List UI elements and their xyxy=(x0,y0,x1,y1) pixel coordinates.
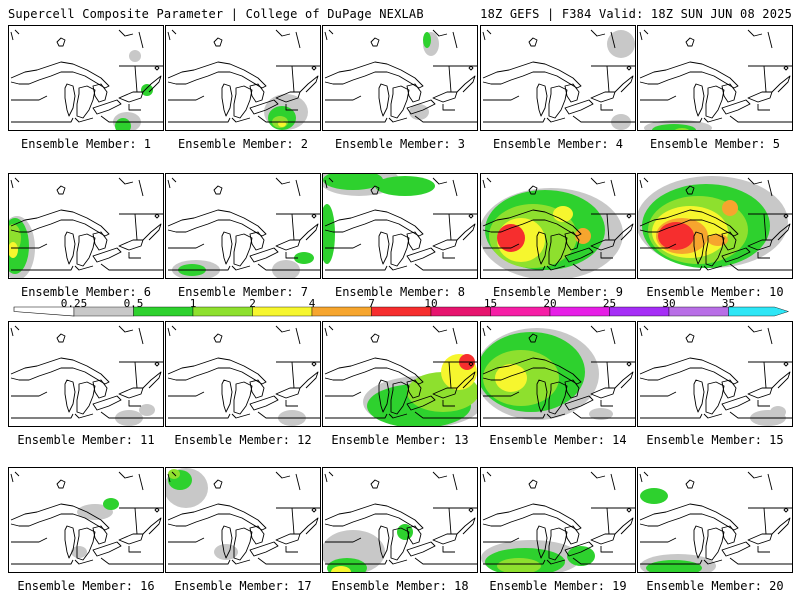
valid-time-label: 18Z GEFS | F384 Valid: 18Z SUN JUN 08 20… xyxy=(480,7,792,21)
member-map-2 xyxy=(165,25,321,131)
scp-field-blob xyxy=(103,498,119,510)
member-map-19 xyxy=(480,467,636,573)
member-label-7: Ensemble Member: 7 xyxy=(177,285,309,299)
member-map-3 xyxy=(322,25,478,131)
member-label-19: Ensemble Member: 19 xyxy=(489,579,627,593)
scp-field-blob xyxy=(323,204,335,264)
scp-field-blob xyxy=(495,364,527,392)
legend-swatch-1 xyxy=(192,306,253,317)
scp-field-blob xyxy=(375,176,435,196)
member-map-11 xyxy=(8,321,164,427)
legend-swatch-7 xyxy=(371,306,432,317)
legend-tick-label: 20 xyxy=(543,297,557,310)
member-label-17: Ensemble Member: 17 xyxy=(174,579,312,593)
scp-field-blob xyxy=(409,104,429,120)
member-label-10: Ensemble Member: 10 xyxy=(646,285,784,299)
member-map-5 xyxy=(637,25,793,131)
legend-tick-label: 15 xyxy=(483,297,498,310)
member-label-1: Ensemble Member: 1 xyxy=(20,137,152,151)
scp-field-blob xyxy=(675,128,689,130)
scp-field-blob xyxy=(214,544,238,560)
legend-tick-label: 30 xyxy=(662,297,676,310)
legend-tick-label: 25 xyxy=(602,297,617,310)
scp-field-blob xyxy=(115,118,131,130)
member-map-14 xyxy=(480,321,636,427)
scp-field-blob xyxy=(71,546,87,558)
member-map-12 xyxy=(165,321,321,427)
member-map-9 xyxy=(480,173,636,279)
member-map-1 xyxy=(8,25,164,131)
legend-swatch-10 xyxy=(430,306,491,317)
legend-tick-label: 1 xyxy=(189,297,197,310)
legend-swatch-2 xyxy=(252,306,313,317)
scp-field-blob xyxy=(646,560,702,572)
scp-field-blob xyxy=(722,200,738,216)
legend-swatch-4 xyxy=(311,306,372,317)
scp-field-blob xyxy=(607,30,635,58)
member-label-5: Ensemble Member: 5 xyxy=(649,137,781,151)
scp-field-blob xyxy=(770,406,786,418)
legend-tick-label: 7 xyxy=(368,297,375,310)
scp-field-blob xyxy=(658,222,694,250)
scp-field-blob xyxy=(139,404,155,416)
legend-tick-label: 0.5 xyxy=(123,297,144,310)
legend-swatch-15 xyxy=(490,306,551,317)
member-map-7 xyxy=(165,173,321,279)
scp-field-blob xyxy=(640,488,668,504)
scp-field-blob xyxy=(497,558,541,572)
legend-tick-label: 35 xyxy=(721,297,736,310)
member-map-15 xyxy=(637,321,793,427)
member-map-17 xyxy=(165,467,321,573)
legend-swatch-20 xyxy=(549,306,610,317)
member-label-8: Ensemble Member: 8 xyxy=(334,285,466,299)
color-scale-legend xyxy=(13,306,790,317)
member-map-6 xyxy=(8,173,164,279)
scp-field-blob xyxy=(708,234,728,246)
scp-field-blob xyxy=(589,408,613,420)
member-map-18 xyxy=(322,467,478,573)
legend-tick-label: 4 xyxy=(308,297,316,310)
member-label-2: Ensemble Member: 2 xyxy=(177,137,309,151)
member-label-6: Ensemble Member: 6 xyxy=(20,285,152,299)
scp-field-blob xyxy=(272,260,300,278)
member-label-20: Ensemble Member: 20 xyxy=(646,579,784,593)
member-label-11: Ensemble Member: 11 xyxy=(17,433,155,447)
member-label-16: Ensemble Member: 16 xyxy=(17,579,155,593)
scp-field-blob xyxy=(567,546,595,566)
member-map-8 xyxy=(322,173,478,279)
legend-tick-label: 10 xyxy=(424,297,438,310)
scp-field-blob xyxy=(331,566,351,572)
legend-swatch-25 xyxy=(609,306,670,317)
scp-field-blob xyxy=(129,50,141,62)
member-label-18: Ensemble Member: 18 xyxy=(331,579,469,593)
scp-field-blob xyxy=(77,504,113,520)
member-map-16 xyxy=(8,467,164,573)
legend-swatch-30 xyxy=(668,306,729,317)
member-label-15: Ensemble Member: 15 xyxy=(646,433,784,447)
scp-field-blob xyxy=(278,121,286,127)
scp-field-blob xyxy=(9,242,18,258)
page-title: Supercell Composite Parameter | College … xyxy=(8,7,424,21)
member-label-12: Ensemble Member: 12 xyxy=(174,433,312,447)
member-map-4 xyxy=(480,25,636,131)
scp-field-blob xyxy=(397,524,413,540)
member-label-4: Ensemble Member: 4 xyxy=(492,137,624,151)
scp-field-blob xyxy=(553,206,573,222)
member-label-13: Ensemble Member: 13 xyxy=(331,433,469,447)
member-map-13 xyxy=(322,321,478,427)
legend-tick-label: 0.25 xyxy=(60,297,88,310)
member-map-10 xyxy=(637,173,793,279)
member-map-20 xyxy=(637,467,793,573)
legend-swatch-35 xyxy=(728,306,790,317)
legend-tick-label: 2 xyxy=(249,297,256,310)
scp-field-blob xyxy=(141,84,153,96)
member-label-3: Ensemble Member: 3 xyxy=(334,137,466,151)
scp-field-blob xyxy=(323,174,383,190)
scp-field-blob xyxy=(294,252,314,264)
member-label-9: Ensemble Member: 9 xyxy=(492,285,624,299)
scp-field-blob xyxy=(423,32,431,48)
member-label-14: Ensemble Member: 14 xyxy=(489,433,627,447)
